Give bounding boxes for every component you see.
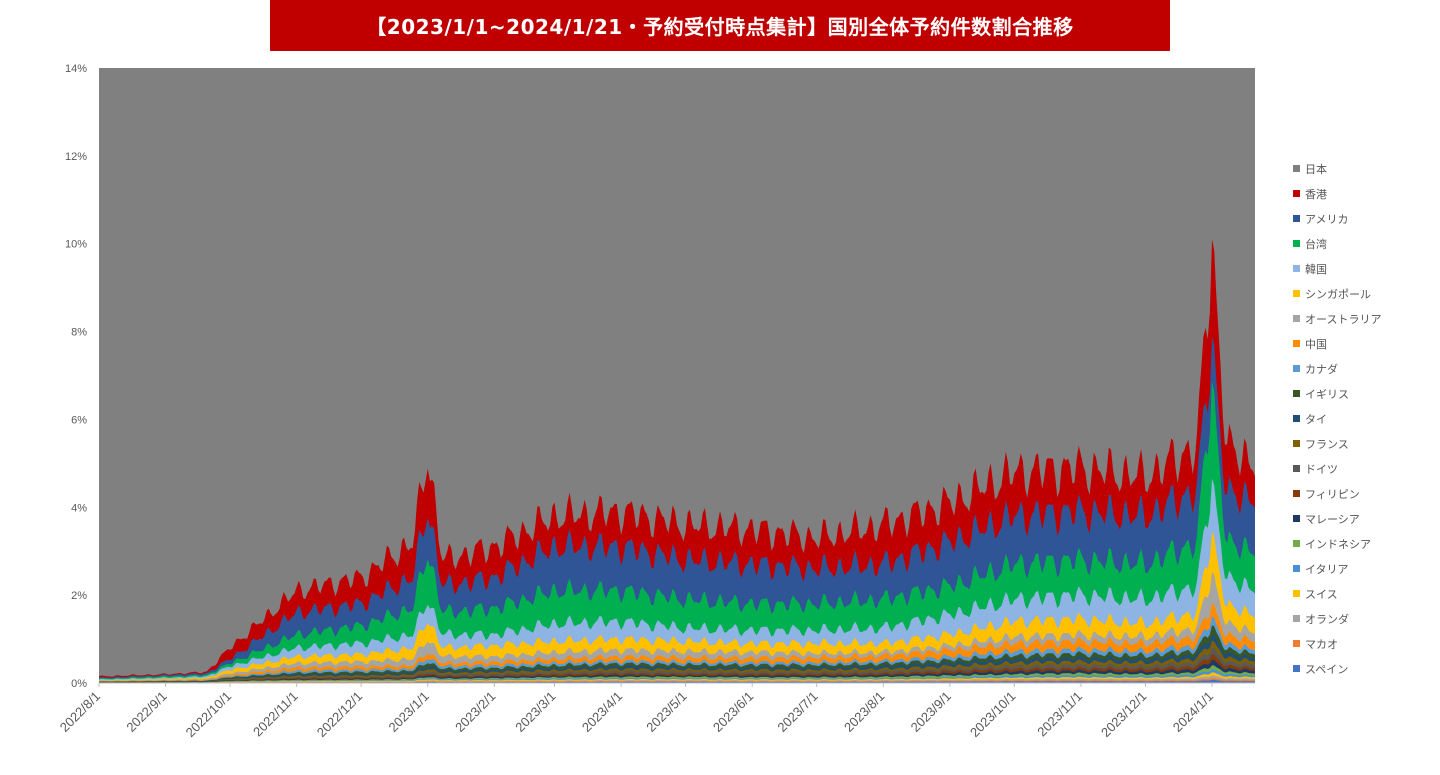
legend-label: 日本 (1305, 162, 1327, 176)
legend-label: フィリピン (1305, 487, 1360, 501)
legend-swatch (1293, 615, 1300, 622)
legend-label: 中国 (1305, 337, 1327, 351)
legend-label: マレーシア (1305, 512, 1360, 526)
legend-label: アメリカ (1305, 212, 1349, 226)
legend-item: フランス (1293, 431, 1381, 456)
legend-label: インドネシア (1305, 537, 1371, 551)
legend-swatch (1293, 340, 1300, 347)
legend-item: シンガポール (1293, 281, 1381, 306)
x-tick-label: 2022/9/1 (123, 689, 169, 735)
legend-label: タイ (1305, 412, 1327, 426)
legend-item: ドイツ (1293, 456, 1381, 481)
x-tick-label: 2023/11/1 (1034, 689, 1085, 740)
x-tick-label: 2022/10/1 (183, 689, 235, 741)
legend-swatch (1293, 515, 1300, 522)
legend-item: 韓国 (1293, 256, 1381, 281)
legend-item: 日本 (1293, 156, 1381, 181)
x-tick-label: 2022/12/1 (314, 689, 366, 741)
legend-swatch (1293, 190, 1300, 197)
legend-label: イタリア (1305, 562, 1349, 576)
legend-item: インドネシア (1293, 531, 1381, 556)
x-tick-label: 2022/8/1 (57, 689, 103, 735)
legend-swatch (1293, 490, 1300, 497)
legend-swatch (1293, 240, 1300, 247)
y-tick-label: 10% (65, 239, 87, 251)
legend-swatch (1293, 215, 1300, 222)
legend-item: 台湾 (1293, 231, 1381, 256)
legend-label: ドイツ (1305, 462, 1338, 476)
area-台湾 (99, 381, 1255, 683)
legend-label: スイス (1305, 587, 1338, 601)
legend-label: 台湾 (1305, 237, 1327, 251)
legend-swatch (1293, 665, 1300, 672)
x-tick-label: 2023/7/1 (774, 689, 820, 735)
legend-swatch (1293, 640, 1300, 647)
chart-legend: 日本香港アメリカ台湾韓国シンガポール オーストラリア 中国カナダイギリスタイフランス… (1293, 156, 1381, 681)
area-シンガポール (99, 532, 1255, 683)
x-tick-label: 2023/2/1 (452, 689, 498, 735)
legend-item: オーストラリア (1293, 306, 1381, 331)
x-tick-label: 2023/10/1 (967, 689, 1019, 741)
legend-item: 香港 (1293, 181, 1381, 206)
x-tick-label: 2023/5/1 (643, 689, 689, 735)
y-tick-label: 0% (71, 678, 87, 690)
y-tick-label: 8% (71, 327, 87, 339)
legend-item: イタリア (1293, 556, 1381, 581)
y-tick-label: 4% (71, 502, 87, 514)
area-スペイン (99, 679, 1255, 683)
legend-item: フィリピン (1293, 481, 1381, 506)
legend-item: 中国 (1293, 331, 1381, 356)
legend-swatch (1293, 390, 1300, 397)
x-tick-label: 2023/12/1 (1098, 689, 1150, 741)
legend-swatch (1293, 440, 1300, 447)
legend-swatch (1293, 415, 1300, 422)
legend-swatch (1293, 565, 1300, 572)
legend-swatch (1293, 540, 1300, 547)
legend-swatch (1293, 315, 1300, 322)
x-tick-label: 2023/6/1 (710, 689, 756, 735)
legend-item: スイス (1293, 581, 1381, 606)
y-tick-label: 12% (65, 151, 87, 163)
x-tick-label: 2023/8/1 (841, 689, 887, 735)
x-tick-label: 2023/9/1 (908, 689, 954, 735)
legend-item: マレーシア (1293, 506, 1381, 531)
legend-item: イギリス (1293, 381, 1381, 406)
area-韓国 (99, 478, 1255, 683)
legend-label: スペイン (1305, 662, 1349, 676)
legend-label: 香港 (1305, 187, 1327, 201)
y-tick-label: 14% (65, 63, 87, 75)
legend-item: オランダ (1293, 606, 1381, 631)
legend-label: 韓国 (1305, 262, 1327, 276)
legend-swatch (1293, 290, 1300, 297)
x-tick-label: 2023/4/1 (579, 689, 625, 735)
legend-swatch (1293, 365, 1300, 372)
legend-label: イギリス (1305, 387, 1349, 401)
legend-swatch (1293, 265, 1300, 272)
x-tick-label: 2024/1/1 (1170, 689, 1216, 735)
legend-label: カナダ (1305, 362, 1338, 376)
x-tick-label: 2023/1/1 (385, 689, 431, 735)
legend-item: マカオ (1293, 631, 1381, 656)
legend-label: シンガポール (1305, 287, 1371, 301)
y-tick-label: 6% (71, 414, 87, 426)
legend-item: アメリカ (1293, 206, 1381, 231)
x-tick-label: 2022/11/1 (250, 689, 301, 740)
y-tick-label: 2% (71, 590, 87, 602)
legend-label: フランス (1305, 437, 1349, 451)
legend-label: オランダ (1305, 612, 1349, 626)
chart-title: 【2023/1/1~2024/1/21・予約受付時点集計】国別全体予約件数割合推… (270, 0, 1170, 51)
legend-item: スペイン (1293, 656, 1381, 681)
legend-swatch (1293, 165, 1300, 172)
legend-item: タイ (1293, 406, 1381, 431)
legend-item: カナダ (1293, 356, 1381, 381)
legend-label: マカオ (1305, 637, 1338, 651)
x-tick-label: 2023/3/1 (512, 689, 558, 735)
legend-label: オーストラリア (1305, 312, 1382, 326)
legend-swatch (1293, 465, 1300, 472)
legend-swatch (1293, 590, 1300, 597)
